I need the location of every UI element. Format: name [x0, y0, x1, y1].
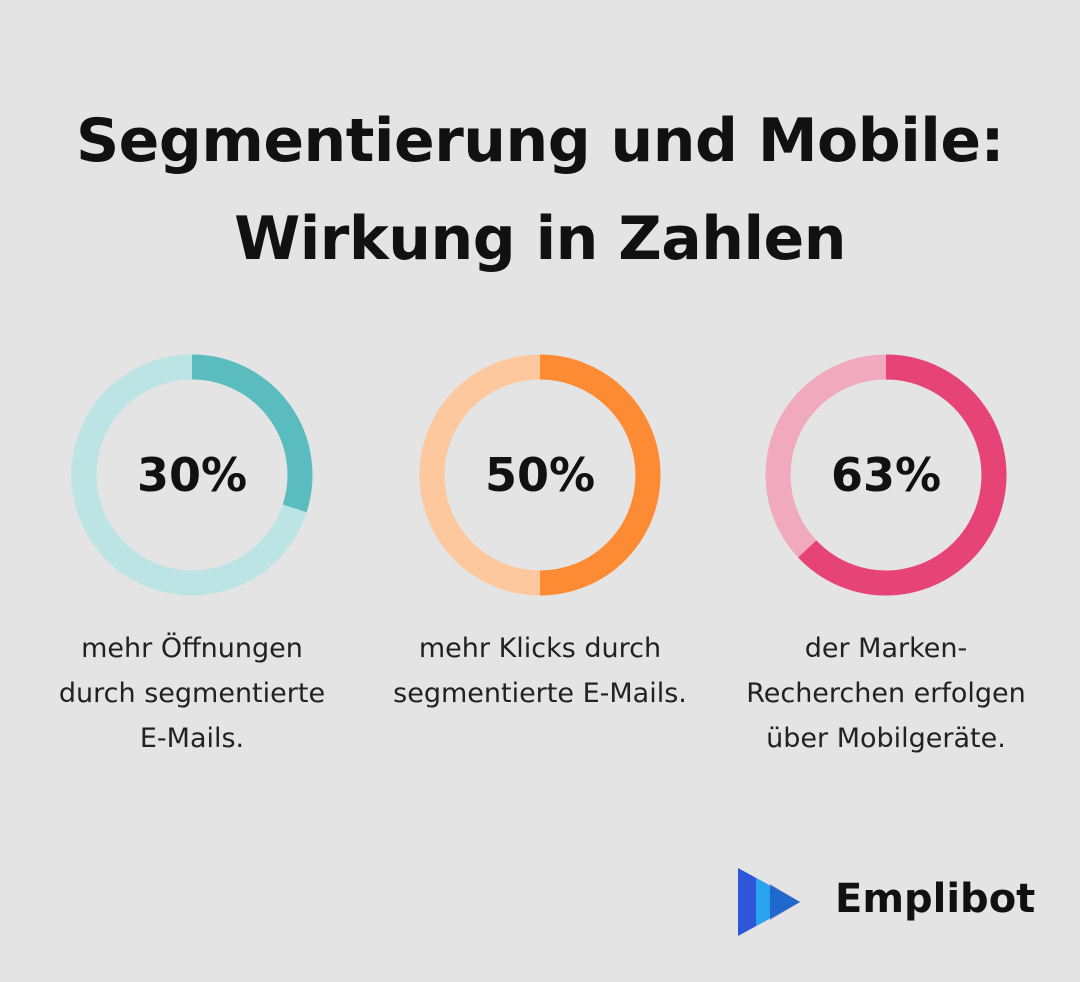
- caption: mehr Öffnungen durch segmentierte E-Mail…: [58, 633, 326, 754]
- donut-arc: [539, 354, 661, 596]
- logo-icon: [738, 868, 800, 936]
- caption: der Marken-Recherchen erfolgen über Mobi…: [746, 633, 1026, 754]
- title: Segmentierung und Mobile: Wirkung in Zah…: [75, 106, 1005, 274]
- donut-arc: [798, 354, 1007, 596]
- value-label: 50%: [485, 448, 595, 502]
- value-label: 30%: [137, 448, 247, 502]
- logo-text: Emplibot: [835, 876, 1036, 922]
- donut-arc: [191, 354, 313, 513]
- value-label: 63%: [831, 448, 941, 502]
- caption: mehr Klicks durch segmentierte E-Mails.: [393, 633, 687, 709]
